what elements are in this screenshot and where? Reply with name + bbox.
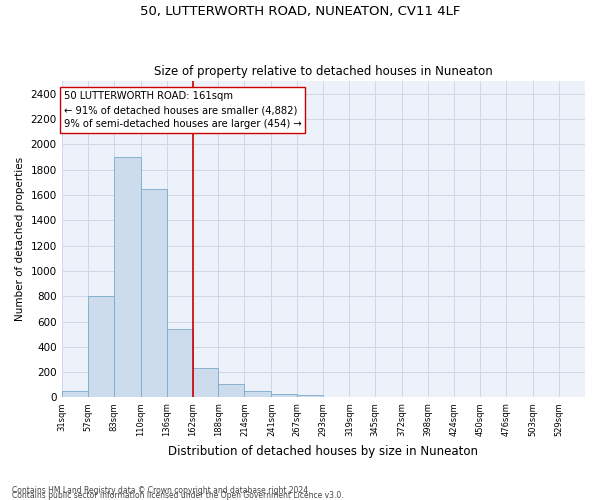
Bar <box>218 384 244 398</box>
Bar <box>62 391 88 398</box>
Bar <box>140 188 167 398</box>
Bar <box>271 394 298 398</box>
Bar <box>193 368 218 398</box>
Y-axis label: Number of detached properties: Number of detached properties <box>15 157 25 322</box>
Bar <box>113 157 140 398</box>
Title: Size of property relative to detached houses in Nuneaton: Size of property relative to detached ho… <box>154 66 493 78</box>
X-axis label: Distribution of detached houses by size in Nuneaton: Distribution of detached houses by size … <box>169 444 478 458</box>
Text: Contains public sector information licensed under the Open Government Licence v3: Contains public sector information licen… <box>12 491 344 500</box>
Bar <box>88 296 113 398</box>
Text: Contains HM Land Registry data © Crown copyright and database right 2024.: Contains HM Land Registry data © Crown c… <box>12 486 311 495</box>
Bar <box>167 329 193 398</box>
Text: 50 LUTTERWORTH ROAD: 161sqm
← 91% of detached houses are smaller (4,882)
9% of s: 50 LUTTERWORTH ROAD: 161sqm ← 91% of det… <box>64 91 301 129</box>
Text: 50, LUTTERWORTH ROAD, NUNEATON, CV11 4LF: 50, LUTTERWORTH ROAD, NUNEATON, CV11 4LF <box>140 5 460 18</box>
Bar <box>298 395 323 398</box>
Bar <box>244 391 271 398</box>
